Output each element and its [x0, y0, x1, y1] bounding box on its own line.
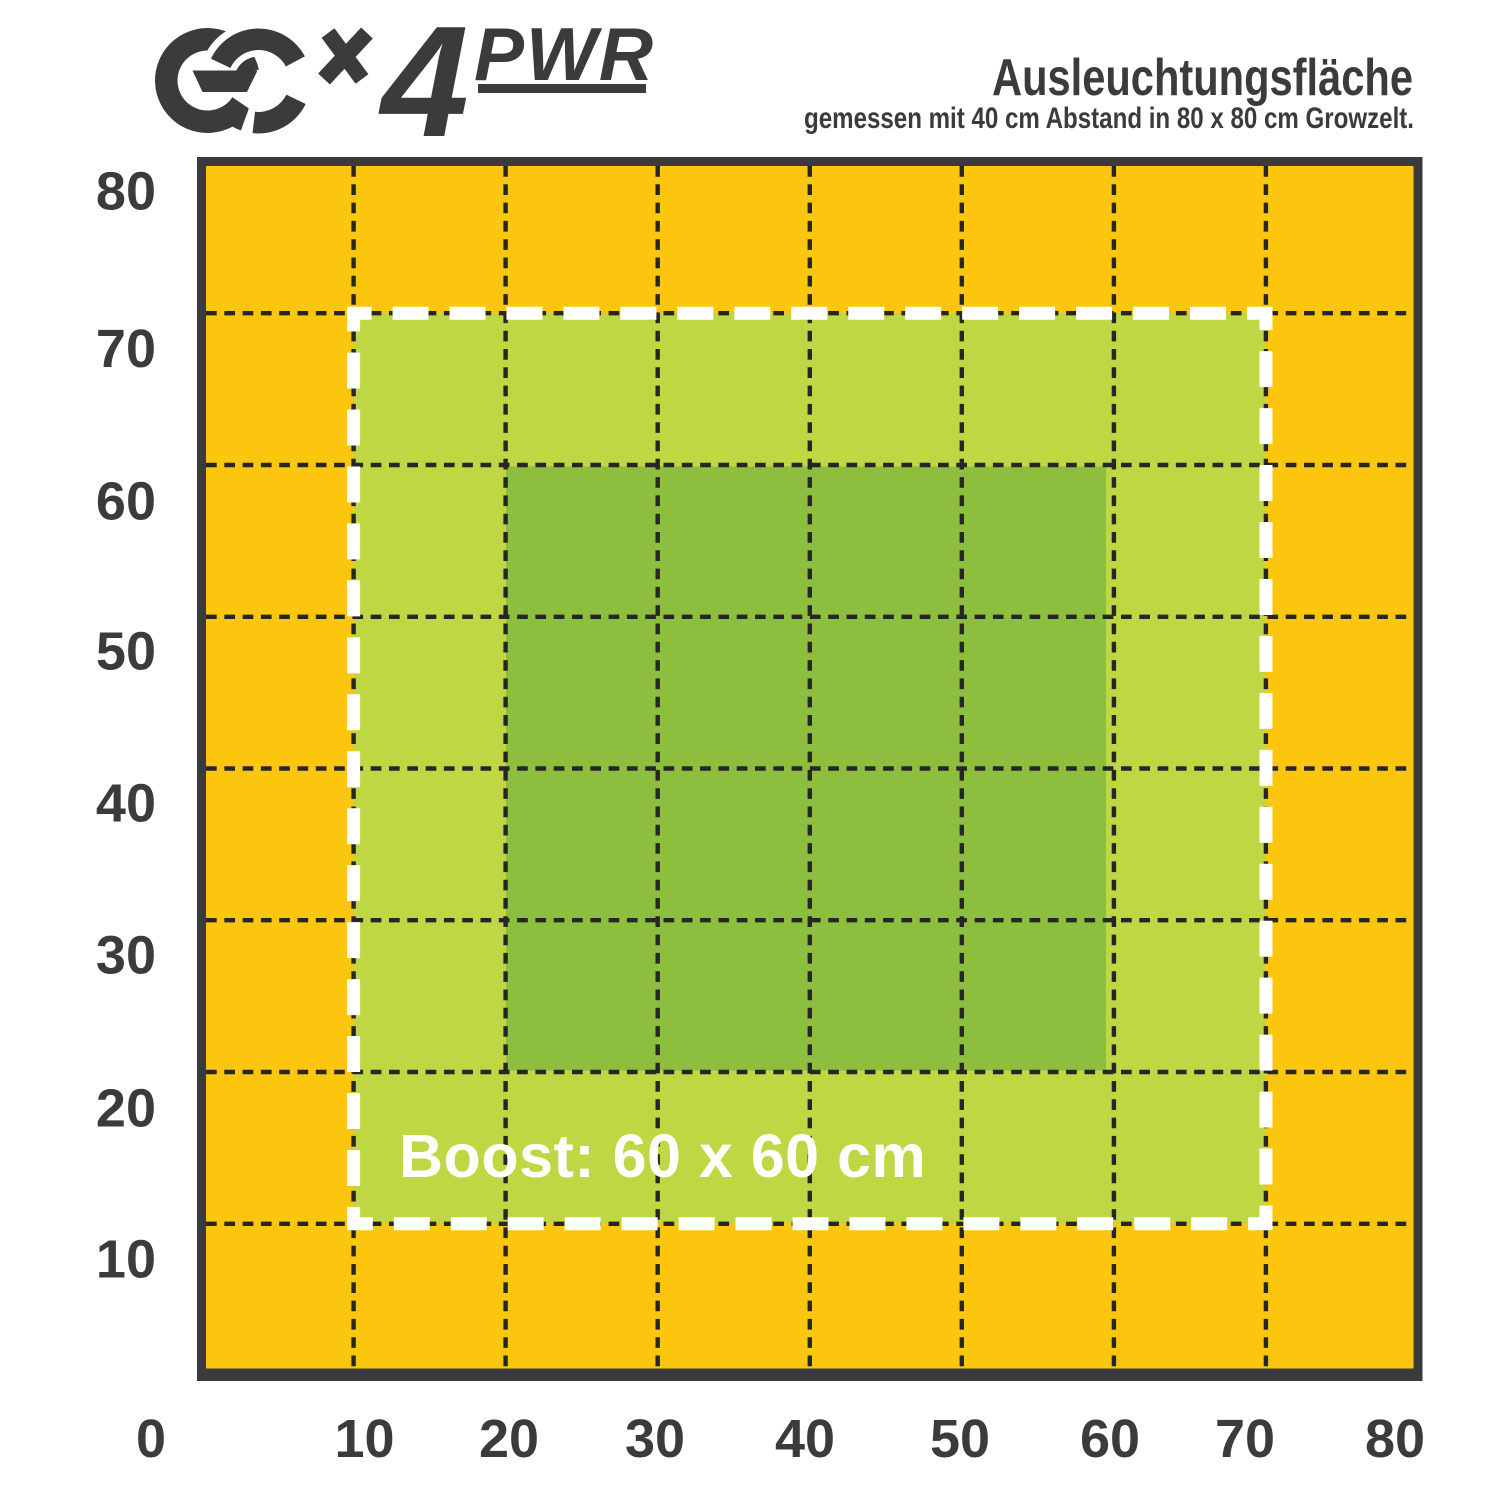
svg-text:PWR: PWR — [474, 12, 655, 96]
svg-text:40: 40 — [775, 1409, 835, 1469]
svg-text:Boost: 60 x 60 cm: Boost: 60 x 60 cm — [399, 1122, 926, 1190]
svg-text:40: 40 — [96, 774, 156, 834]
svg-text:30: 30 — [96, 926, 156, 986]
svg-text:60: 60 — [1080, 1409, 1140, 1469]
svg-text:80: 80 — [1365, 1409, 1425, 1469]
svg-text:70: 70 — [96, 319, 156, 379]
svg-text:10: 10 — [334, 1409, 394, 1469]
svg-text:50: 50 — [96, 622, 156, 682]
svg-text:30: 30 — [625, 1409, 685, 1469]
svg-text:20: 20 — [479, 1409, 539, 1469]
svg-text:70: 70 — [1215, 1409, 1275, 1469]
svg-text:4: 4 — [378, 0, 469, 170]
svg-text:60: 60 — [96, 472, 156, 532]
svg-text:0: 0 — [136, 1409, 166, 1469]
svg-text:20: 20 — [96, 1079, 156, 1139]
svg-text:Ausleuchtungsfläche: Ausleuchtungsfläche — [992, 49, 1413, 107]
svg-text:gemessen mit 40 cm Abstand in: gemessen mit 40 cm Abstand in 80 x 80 cm… — [804, 102, 1414, 135]
svg-text:80: 80 — [96, 162, 156, 222]
svg-text:10: 10 — [96, 1230, 156, 1290]
svg-text:50: 50 — [930, 1409, 990, 1469]
